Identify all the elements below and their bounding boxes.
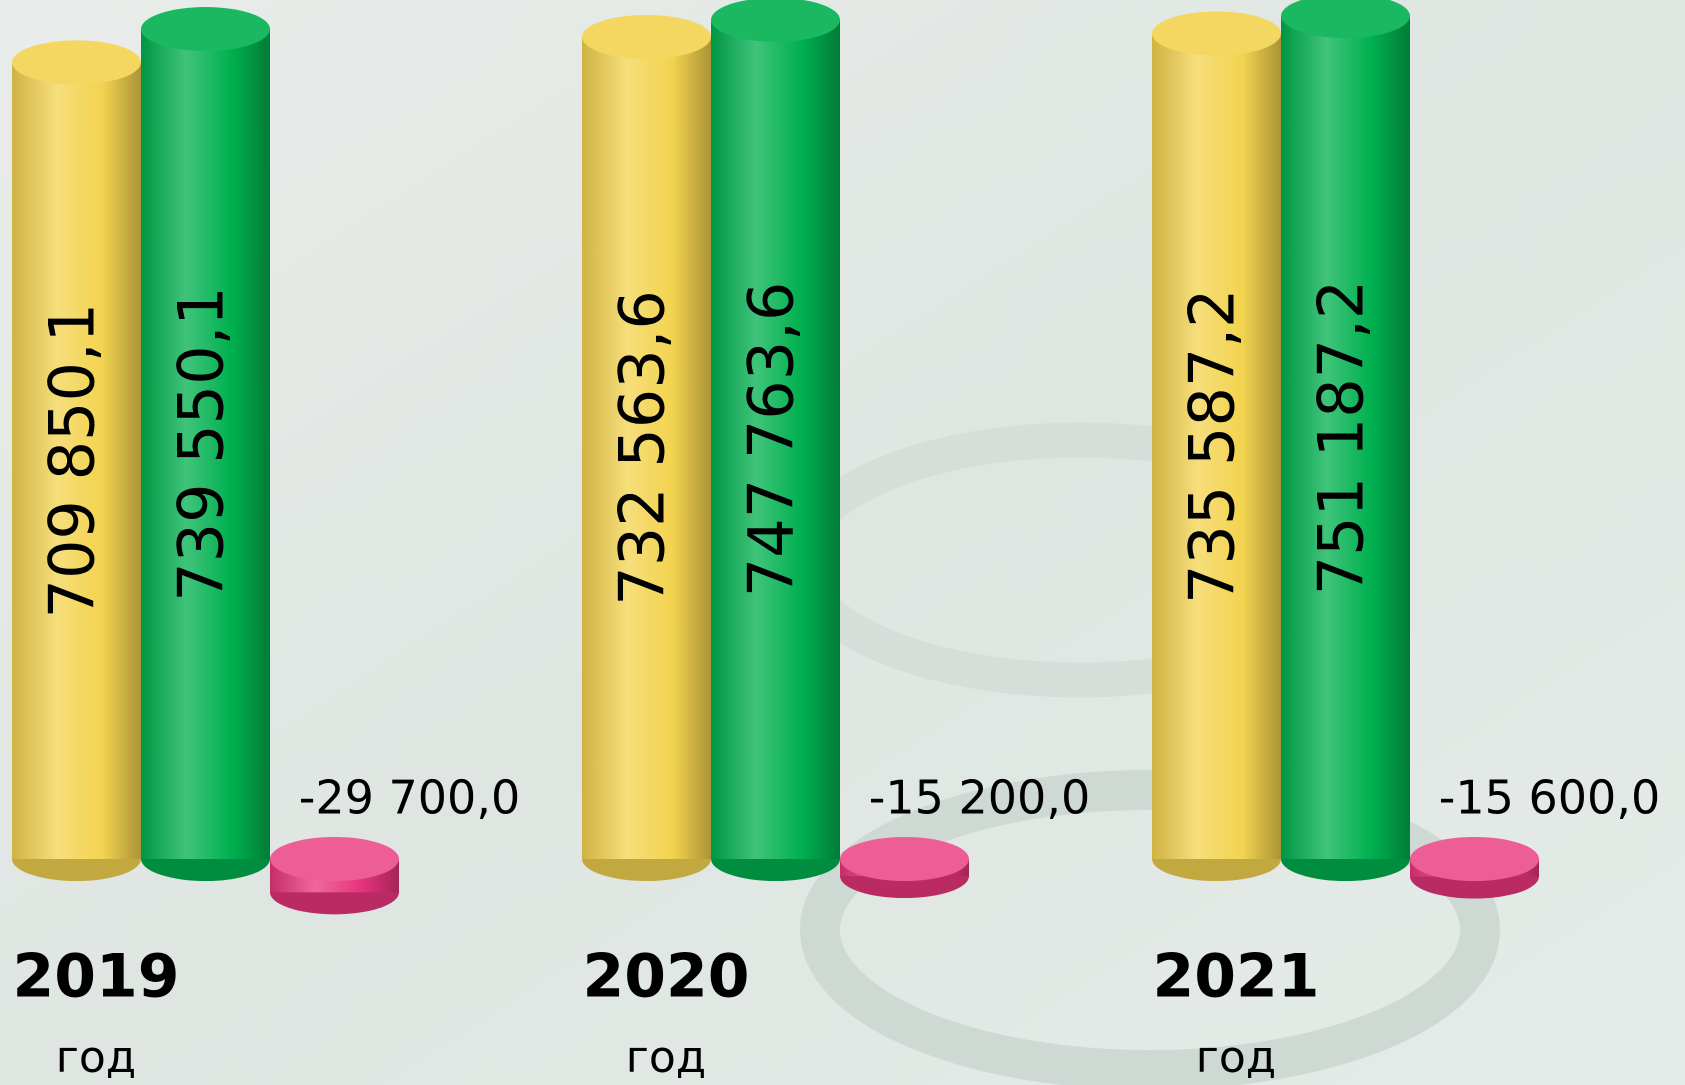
bar <box>141 29 270 859</box>
bar <box>12 62 141 860</box>
value-label: -15 200,0 <box>869 771 1090 825</box>
value-label: 732 563,6 <box>606 290 679 606</box>
x-tick-sublabel: год <box>56 1032 136 1083</box>
value-label: 747 763,6 <box>735 282 808 598</box>
bar <box>582 36 711 860</box>
x-tick-label: 2019 <box>13 942 180 1012</box>
bar <box>1281 16 1410 859</box>
value-label: -29 700,0 <box>299 771 520 825</box>
value-label: 735 587,2 <box>1176 288 1249 604</box>
bar-top <box>12 40 141 85</box>
value-label: 739 550,1 <box>165 286 238 602</box>
x-tick-label: 2020 <box>583 942 750 1012</box>
bar-top <box>270 837 399 881</box>
bar <box>711 19 840 860</box>
x-tick-label: 2021 <box>1153 942 1320 1012</box>
bar-top <box>1152 11 1281 56</box>
background-decor <box>800 770 1500 1085</box>
bar-top <box>1410 837 1539 881</box>
bar-top <box>711 0 840 42</box>
bar-top <box>141 7 270 52</box>
value-label: -15 600,0 <box>1439 771 1660 825</box>
x-tick-sublabel: год <box>1196 1032 1276 1083</box>
bar-top <box>1281 0 1410 38</box>
x-tick-sublabel: год <box>626 1032 706 1083</box>
bar-top <box>582 14 711 59</box>
bar-top <box>840 837 969 881</box>
value-label: 751 187,2 <box>1305 280 1378 596</box>
bar <box>1152 33 1281 859</box>
value-label: 709 850,1 <box>36 303 109 619</box>
